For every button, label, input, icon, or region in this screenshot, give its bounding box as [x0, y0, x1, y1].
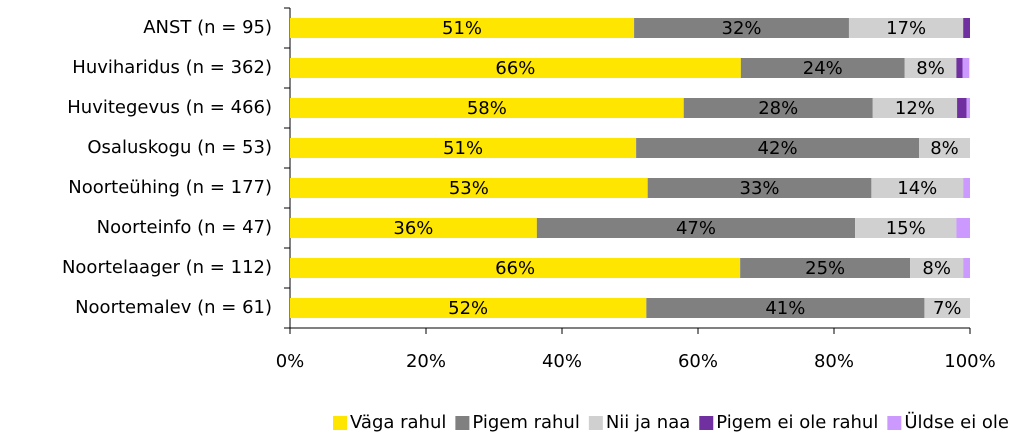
x-tick-label: 40% [542, 351, 582, 372]
bar-segment [290, 98, 684, 118]
data-label: 24% [803, 58, 843, 79]
bar-segment [740, 58, 905, 78]
bar-segment [290, 18, 635, 38]
bar-segment [290, 178, 648, 198]
data-label: 12% [895, 98, 935, 119]
x-tick-label: 60% [678, 351, 718, 372]
legend-swatch [699, 416, 714, 430]
data-label: 8% [922, 258, 951, 279]
legend-swatch [887, 416, 902, 430]
data-label: 52% [448, 298, 488, 319]
x-tick-label: 20% [406, 351, 446, 372]
data-label: 42% [758, 138, 798, 159]
data-label: 15% [886, 218, 926, 239]
data-label: 66% [495, 58, 535, 79]
bar-segment [963, 258, 970, 278]
bar-segment [963, 18, 970, 38]
bar-segment [290, 258, 741, 278]
bar-segment [848, 18, 964, 38]
y-tick-label: ANST (n = 95) [143, 17, 272, 38]
bar-segment [636, 138, 919, 158]
data-label: 14% [897, 178, 937, 199]
data-label: 66% [495, 258, 535, 279]
bar-segment [957, 98, 967, 118]
y-tick-label: Noorteühing (n = 177) [68, 177, 272, 198]
legend-label: Pigem rahul [472, 412, 579, 433]
bar-segment [536, 218, 856, 238]
bar-segment [962, 58, 970, 78]
legend-label: Pigem ei ole rahul [716, 412, 878, 433]
bar-segment [872, 98, 958, 118]
y-tick-label: Noortemalev (n = 61) [75, 297, 272, 318]
bar-segment [740, 258, 911, 278]
data-label: 25% [805, 258, 845, 279]
bar-segment [956, 58, 963, 78]
bar-segment [855, 218, 957, 238]
data-label: 36% [393, 218, 433, 239]
bar-segment [290, 58, 741, 78]
bar-segment [871, 178, 964, 198]
legend-label: Nii ja naa [606, 412, 690, 433]
data-label: 33% [740, 178, 780, 199]
data-label: 58% [467, 98, 507, 119]
bar-segment [924, 298, 970, 318]
data-label: 51% [443, 138, 483, 159]
bar-segment [956, 218, 970, 238]
x-tick-label: 80% [814, 351, 854, 372]
bar-segment [683, 98, 873, 118]
bar-segment [647, 178, 872, 198]
y-tick-label: Noorteinfo (n = 47) [97, 217, 272, 238]
y-tick-label: Noortelaager (n = 112) [62, 257, 272, 278]
bar-segment [910, 258, 964, 278]
legend-swatch [333, 416, 347, 430]
y-tick-label: Huviharidus (n = 362) [72, 57, 272, 78]
data-label: 28% [758, 98, 798, 119]
data-label: 32% [722, 18, 762, 39]
bar-segment [290, 298, 647, 318]
bar-segment [290, 218, 537, 238]
bar-segment [966, 98, 970, 118]
data-label: 51% [442, 18, 482, 39]
data-label: 17% [886, 18, 926, 39]
data-label: 41% [765, 298, 805, 319]
legend-label: Väga rahul [350, 412, 446, 433]
bar-segment [290, 138, 637, 158]
data-label: 7% [933, 298, 962, 319]
data-label: 8% [916, 58, 945, 79]
bar-segment [963, 178, 970, 198]
data-label: 53% [449, 178, 489, 199]
bar-segment [919, 138, 970, 158]
x-tick-label: 0% [276, 351, 305, 372]
legend-label: Üldse ei ole rahul [904, 411, 1016, 433]
bar-segment [904, 58, 957, 78]
y-tick-label: Osaluskogu (n = 53) [87, 137, 272, 158]
bar-segment [646, 298, 925, 318]
x-tick-label: 100% [944, 351, 995, 372]
y-tick-label: Huvitegevus (n = 466) [67, 97, 272, 118]
data-label: 47% [676, 218, 716, 239]
data-label: 8% [930, 138, 959, 159]
bar-segment [634, 18, 849, 38]
legend-swatch [455, 416, 470, 430]
legend-swatch [588, 416, 603, 430]
